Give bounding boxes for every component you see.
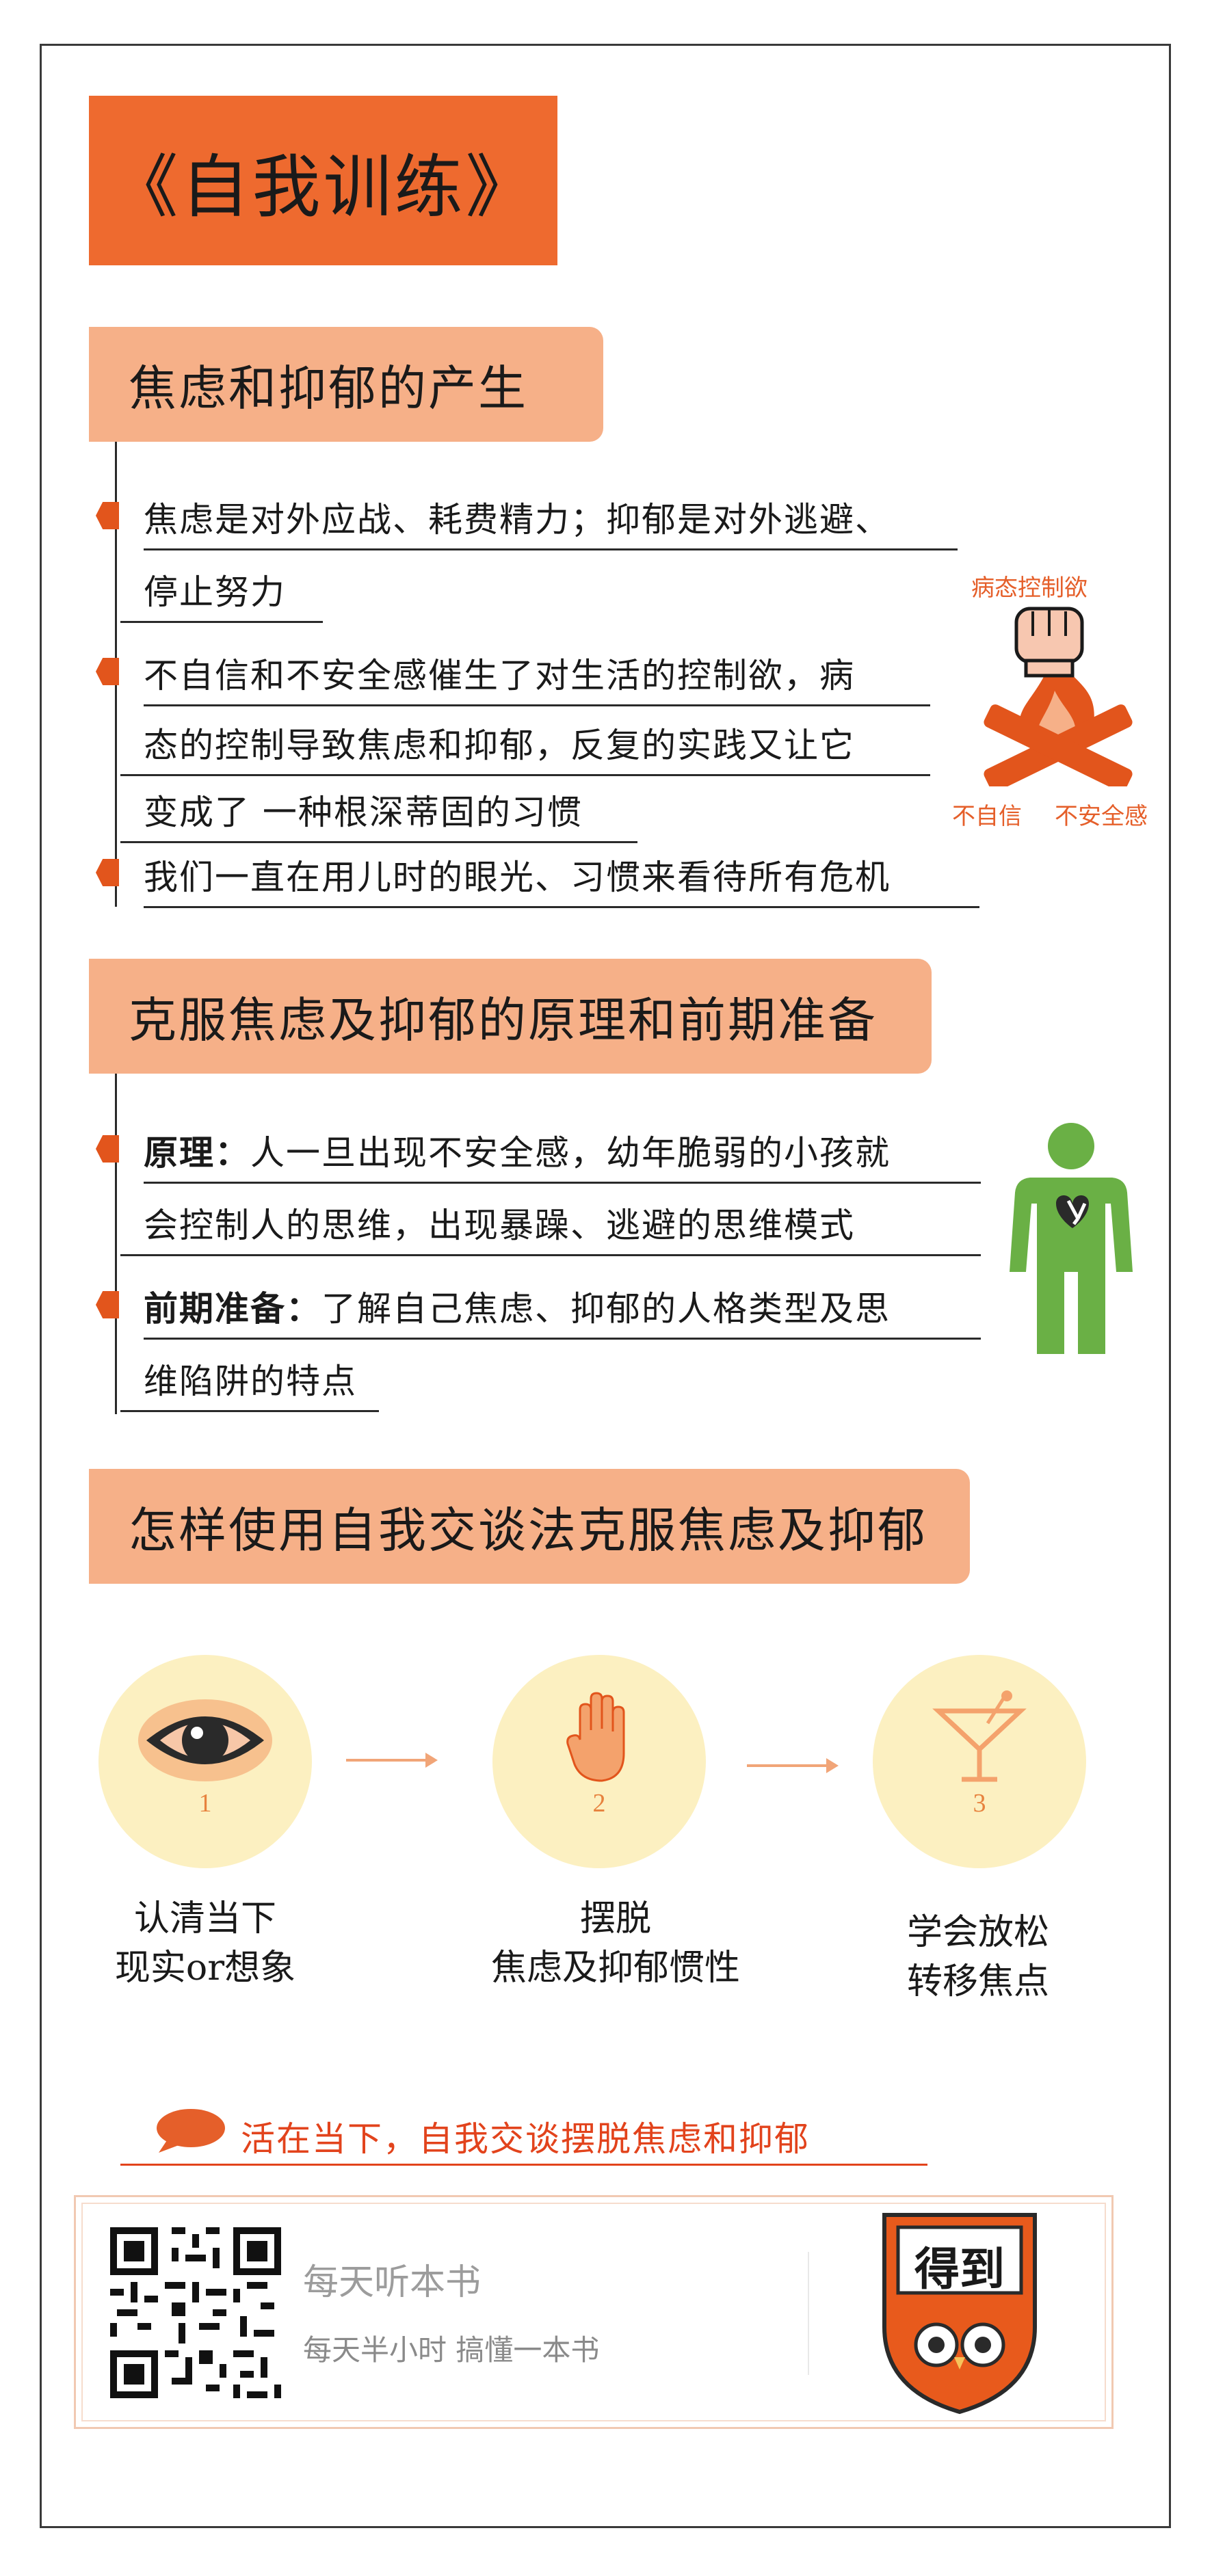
figure-label-confidence: 不自信 (952, 803, 1022, 830)
section2-timeline (115, 1074, 117, 1414)
section1-line-6: 我们一直在用儿时的眼光、习惯来看待所有危机 (144, 850, 979, 908)
section3-heading: 怎样使用自我交谈法克服焦虑及抑郁 (129, 1502, 927, 1558)
section1-line-4: 态的控制导致焦虑和抑郁，反复的实践又让它 (120, 718, 930, 776)
step-3-caption-line-2: 转移焦点 (906, 1961, 1049, 2002)
arrow-right-icon (747, 1758, 839, 1773)
section2-principle-line-1: 原理：人一旦出现不安全感，幼年脆弱的小孩就 (144, 1126, 981, 1184)
step-3-number: 3 (973, 1789, 986, 1818)
footer-inner-border (81, 2203, 1106, 2421)
section1-header: 焦虑和抑郁的产生 (89, 327, 603, 442)
step-1-circle: 1 (98, 1655, 312, 1868)
footer-slogan: 每天听本书 (303, 2262, 482, 2303)
page-title: 《自我训练》 (109, 146, 537, 227)
step-3-caption-line-1: 学会放松 (906, 1912, 1049, 1953)
figure-label-control: 病态控制欲 (971, 574, 1088, 602)
hand-icon (566, 1692, 625, 1782)
prep-text-1: 了解自己焦虑、抑郁的人格类型及思 (321, 1289, 891, 1329)
cocktail-glass-icon (932, 1690, 1027, 1782)
qr-code-icon (110, 2227, 281, 2398)
principle-text-1: 人一旦出现不安全感，幼年脆弱的小孩就 (250, 1133, 891, 1173)
step-2-circle: 2 (492, 1655, 706, 1868)
tagline: 活在当下，自我交谈摆脱焦虑和抑郁 (241, 2119, 810, 2159)
footer-subtitle: 每天半小时 搞懂一本书 (303, 2333, 600, 2367)
person-heart-icon (1010, 1123, 1133, 1354)
section2-prep-line-2: 维陷阱的特点 (120, 1354, 379, 1412)
prep-label: 前期准备： (144, 1289, 321, 1329)
footer-divider (808, 2252, 809, 2375)
principle-label: 原理： (144, 1133, 250, 1173)
step-1-number: 1 (198, 1789, 212, 1818)
section1-line-5: 变成了 一种根深蒂固的习惯 (120, 785, 637, 843)
step-1-caption-line-2: 现实or想象 (114, 1948, 296, 1989)
step-2-number: 2 (592, 1789, 606, 1818)
section2-prep-line-1: 前期准备：了解自己焦虑、抑郁的人格类型及思 (144, 1282, 981, 1340)
title-banner: 《自我训练》 (89, 96, 557, 265)
section1-heading: 焦虑和抑郁的产生 (129, 360, 528, 416)
step-2-caption-line-1: 摆脱 (579, 1898, 651, 1939)
section1-line-2: 停止努力 (120, 565, 323, 623)
step-2-caption-line-2: 焦虑及抑郁惯性 (490, 1948, 740, 1989)
step-1-caption: 认清当下 现实or想象 (103, 1894, 308, 1993)
step-2-caption: 摆脱 焦虑及抑郁惯性 (445, 1894, 787, 1993)
section3-header: 怎样使用自我交谈法克服焦虑及抑郁 (89, 1469, 970, 1584)
eye-icon (138, 1699, 272, 1781)
section2-header: 克服焦虑及抑郁的原理和前期准备 (89, 959, 932, 1074)
page-frame (40, 44, 1171, 2528)
section2-heading: 克服焦虑及抑郁的原理和前期准备 (129, 992, 878, 1048)
logo-text: 得到 (914, 2242, 1005, 2296)
speech-bubble-icon (157, 2109, 225, 2153)
dedao-logo (882, 2213, 1037, 2415)
arrow-right-icon (346, 1753, 438, 1768)
section1-line-1: 焦虑是对外应战、耗费精力；抑郁是对外逃避、 (144, 492, 958, 550)
step-3-circle: 3 (873, 1655, 1086, 1868)
section1-line-3: 不自信和不安全感催生了对生活的控制欲，病 (144, 648, 930, 706)
fist-fire-icon (984, 607, 1133, 786)
step-1-caption-line-1: 认清当下 (133, 1898, 276, 1939)
footer-card: 每天听本书 每天半小时 搞懂一本书 得到 (74, 2195, 1114, 2429)
step-3-caption: 学会放松 转移焦点 (875, 1908, 1081, 2006)
section2-principle-line-2: 会控制人的思维，出现暴躁、逃避的思维模式 (120, 1198, 981, 1256)
tagline-underline (120, 2164, 927, 2166)
figure-label-insecurity: 不安全感 (1055, 803, 1148, 830)
